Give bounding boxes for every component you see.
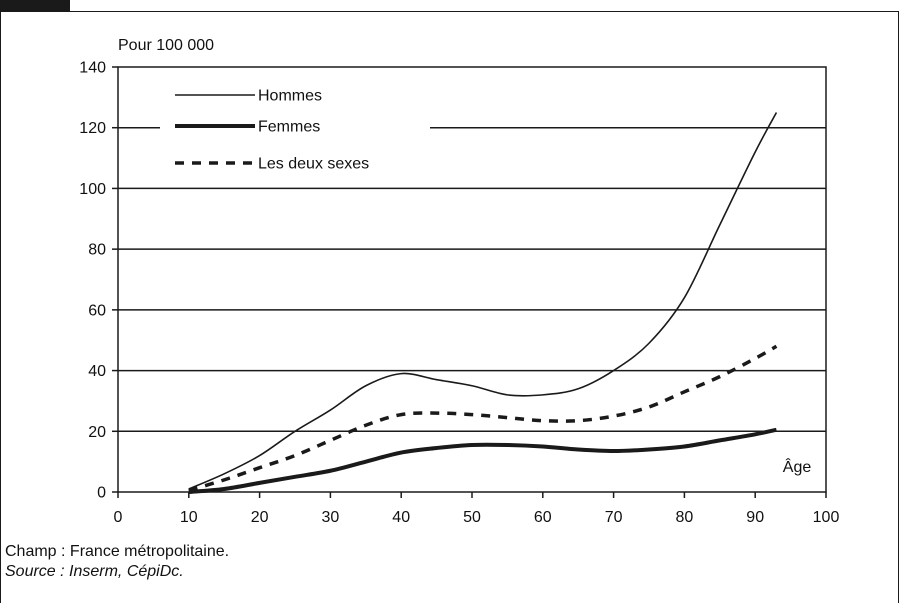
series-line-femmes (188, 427, 777, 494)
series-line-les-deux-sexes (188, 344, 778, 493)
x-tick-label-30: 30 (322, 509, 340, 526)
x-tick-label-60: 60 (534, 509, 552, 526)
y-tick-label-20: 20 (88, 424, 106, 441)
x-tick-label-100: 100 (813, 509, 840, 526)
champ-note: Champ : France métropolitaine. (5, 543, 230, 560)
legend-label-femmes: Femmes (258, 119, 320, 136)
chart-footer: Champ : France métropolitaine. Source : … (5, 542, 229, 582)
y-tick-label-80: 80 (88, 242, 106, 259)
y-tick-label-60: 60 (88, 302, 106, 319)
corner-badge (0, 0, 70, 12)
y-tick-label-40: 40 (88, 363, 106, 380)
y-tick-label-140: 140 (79, 60, 106, 77)
x-tick-label-0: 0 (114, 509, 123, 526)
y-tick-label-120: 120 (79, 120, 106, 137)
x-tick-label-10: 10 (180, 509, 198, 526)
y-axis-unit-label: Pour 100 000 (118, 37, 215, 54)
x-tick-label-50: 50 (463, 509, 481, 526)
x-axis-label: Âge (783, 457, 812, 476)
x-tick-label-20: 20 (251, 509, 269, 526)
x-axis-label-bg (776, 454, 818, 478)
x-tick-label-80: 80 (676, 509, 694, 526)
legend-label-hommes: Hommes (258, 88, 322, 105)
x-tick-label-90: 90 (746, 509, 764, 526)
x-tick-label-70: 70 (605, 509, 623, 526)
legend-label-les-deux-sexes: Les deux sexes (258, 156, 369, 173)
y-tick-label-100: 100 (79, 181, 106, 198)
source-note: Source : Inserm, CépiDc. (5, 563, 184, 580)
line-chart: 0 20 40 60 80 100 120 140 0 10 20 30 40 50 60 70 80 90 100… (79, 60, 840, 527)
y-tick-label-0: 0 (97, 485, 106, 502)
x-tick-label-40: 40 (392, 509, 410, 526)
series-line-hommes (188, 112, 778, 490)
legend-bg-2 (160, 151, 430, 175)
